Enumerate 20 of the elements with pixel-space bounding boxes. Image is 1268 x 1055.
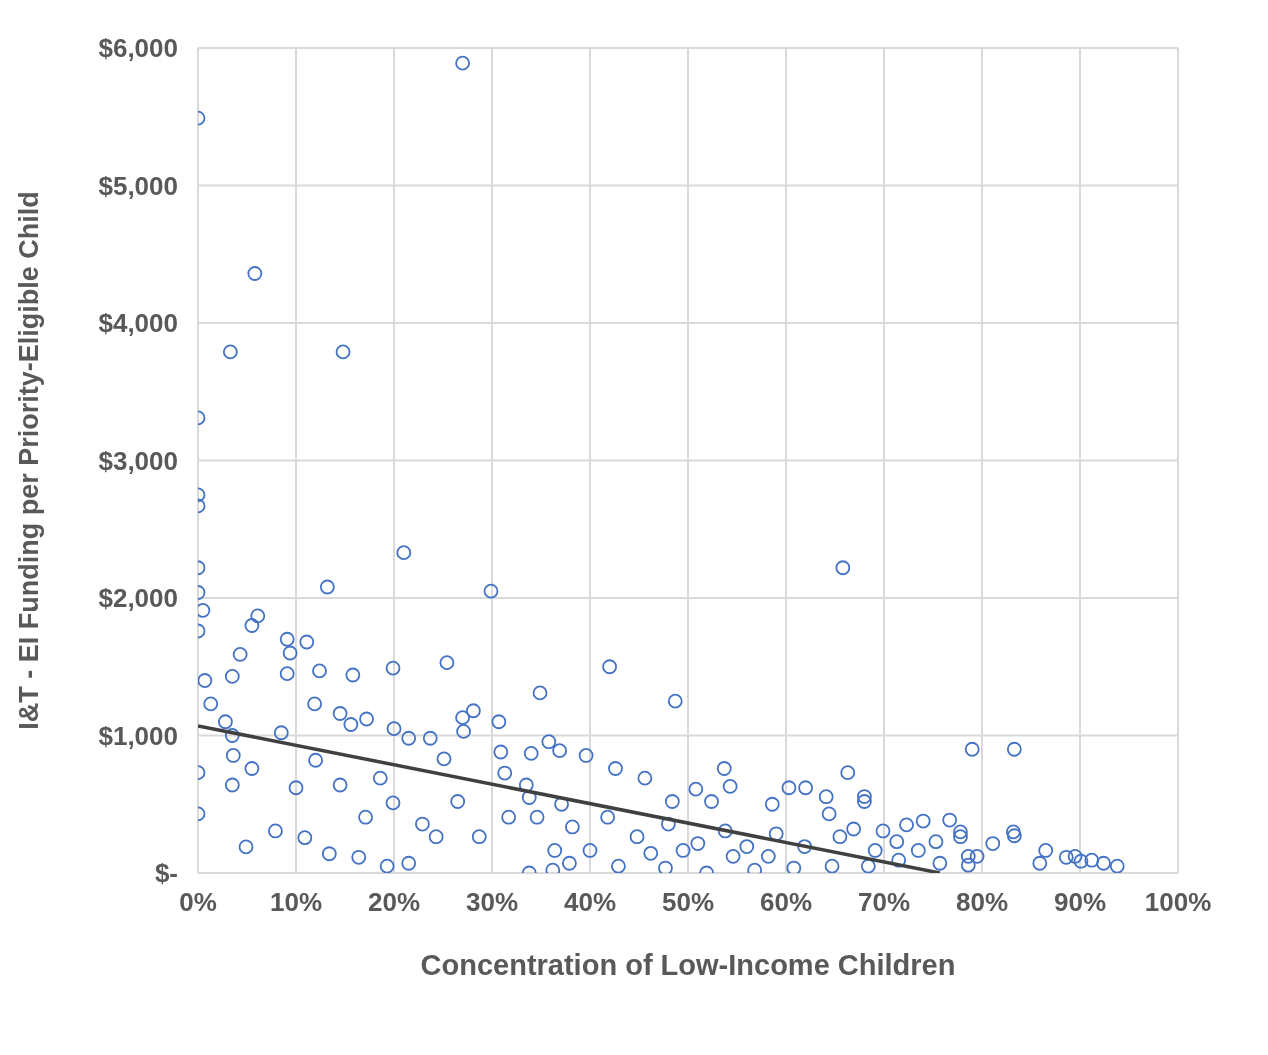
y-axis-title: I&T - EI Funding per Priority-Eligible Child [13,191,44,730]
x-tick-label: 10% [269,887,323,918]
y-tick-label: $3,000 [98,445,178,476]
x-tick-label: 0% [179,887,217,918]
x-tick-label: 60% [759,887,813,918]
x-tick-label: 40% [563,887,617,918]
x-tick-label: 70% [857,887,911,918]
x-tick-label: 20% [367,887,421,918]
y-tick-label: $4,000 [98,308,178,339]
y-tick-label: $1,000 [98,720,178,751]
y-tick-label: $5,000 [98,170,178,201]
y-tick-label: $2,000 [98,583,178,614]
y-tick-label: $6,000 [98,33,178,64]
x-tick-label: 50% [661,887,715,918]
x-tick-label: 90% [1053,887,1107,918]
x-tick-label: 100% [1144,887,1212,918]
x-tick-label: 30% [465,887,519,918]
x-tick-label: 80% [955,887,1009,918]
y-tick-label: $- [154,858,178,889]
x-axis-title: Concentration of Low-Income Children [420,949,956,981]
